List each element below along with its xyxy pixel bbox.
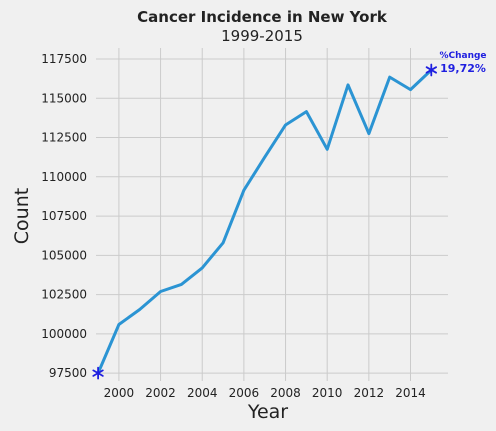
y-tick-label: 115000 — [41, 91, 87, 105]
y-tick-label: 107500 — [41, 209, 87, 223]
y-tick-label: 117500 — [41, 52, 87, 66]
y-tick-label: 110000 — [41, 170, 87, 184]
star-marker — [425, 63, 438, 77]
x-axis-label: Year — [247, 401, 288, 423]
x-tick-label: 2008 — [270, 386, 301, 400]
y-tick-label: 100000 — [41, 327, 87, 341]
percent-change-label: %Change — [439, 51, 486, 61]
chart-subtitle: 1999-2015 — [221, 27, 303, 45]
y-tick-label: 97500 — [49, 366, 87, 380]
percent-change-value: 19,72% — [440, 62, 486, 75]
markers — [92, 63, 438, 380]
y-tick-label: 112500 — [41, 131, 87, 145]
x-tick-label: 2010 — [312, 386, 343, 400]
y-tick-label: 105000 — [41, 248, 87, 262]
x-tick-label: 2000 — [104, 386, 135, 400]
y-tick-label: 102500 — [41, 288, 87, 302]
x-tick-label: 2012 — [354, 386, 385, 400]
x-tick-label: 2002 — [145, 386, 176, 400]
x-tick-label: 2006 — [229, 386, 260, 400]
series-line — [96, 68, 433, 375]
tick-labels: 97500 100000 102500 105000 107500 110000 11250… — [41, 52, 426, 400]
star-marker — [92, 366, 104, 380]
x-tick-label: 2014 — [395, 386, 426, 400]
x-tick-label: 2004 — [187, 386, 218, 400]
chart-title: Cancer Incidence in New York — [137, 8, 388, 26]
series-layer — [96, 68, 433, 375]
y-axis-label: Count — [11, 188, 33, 244]
